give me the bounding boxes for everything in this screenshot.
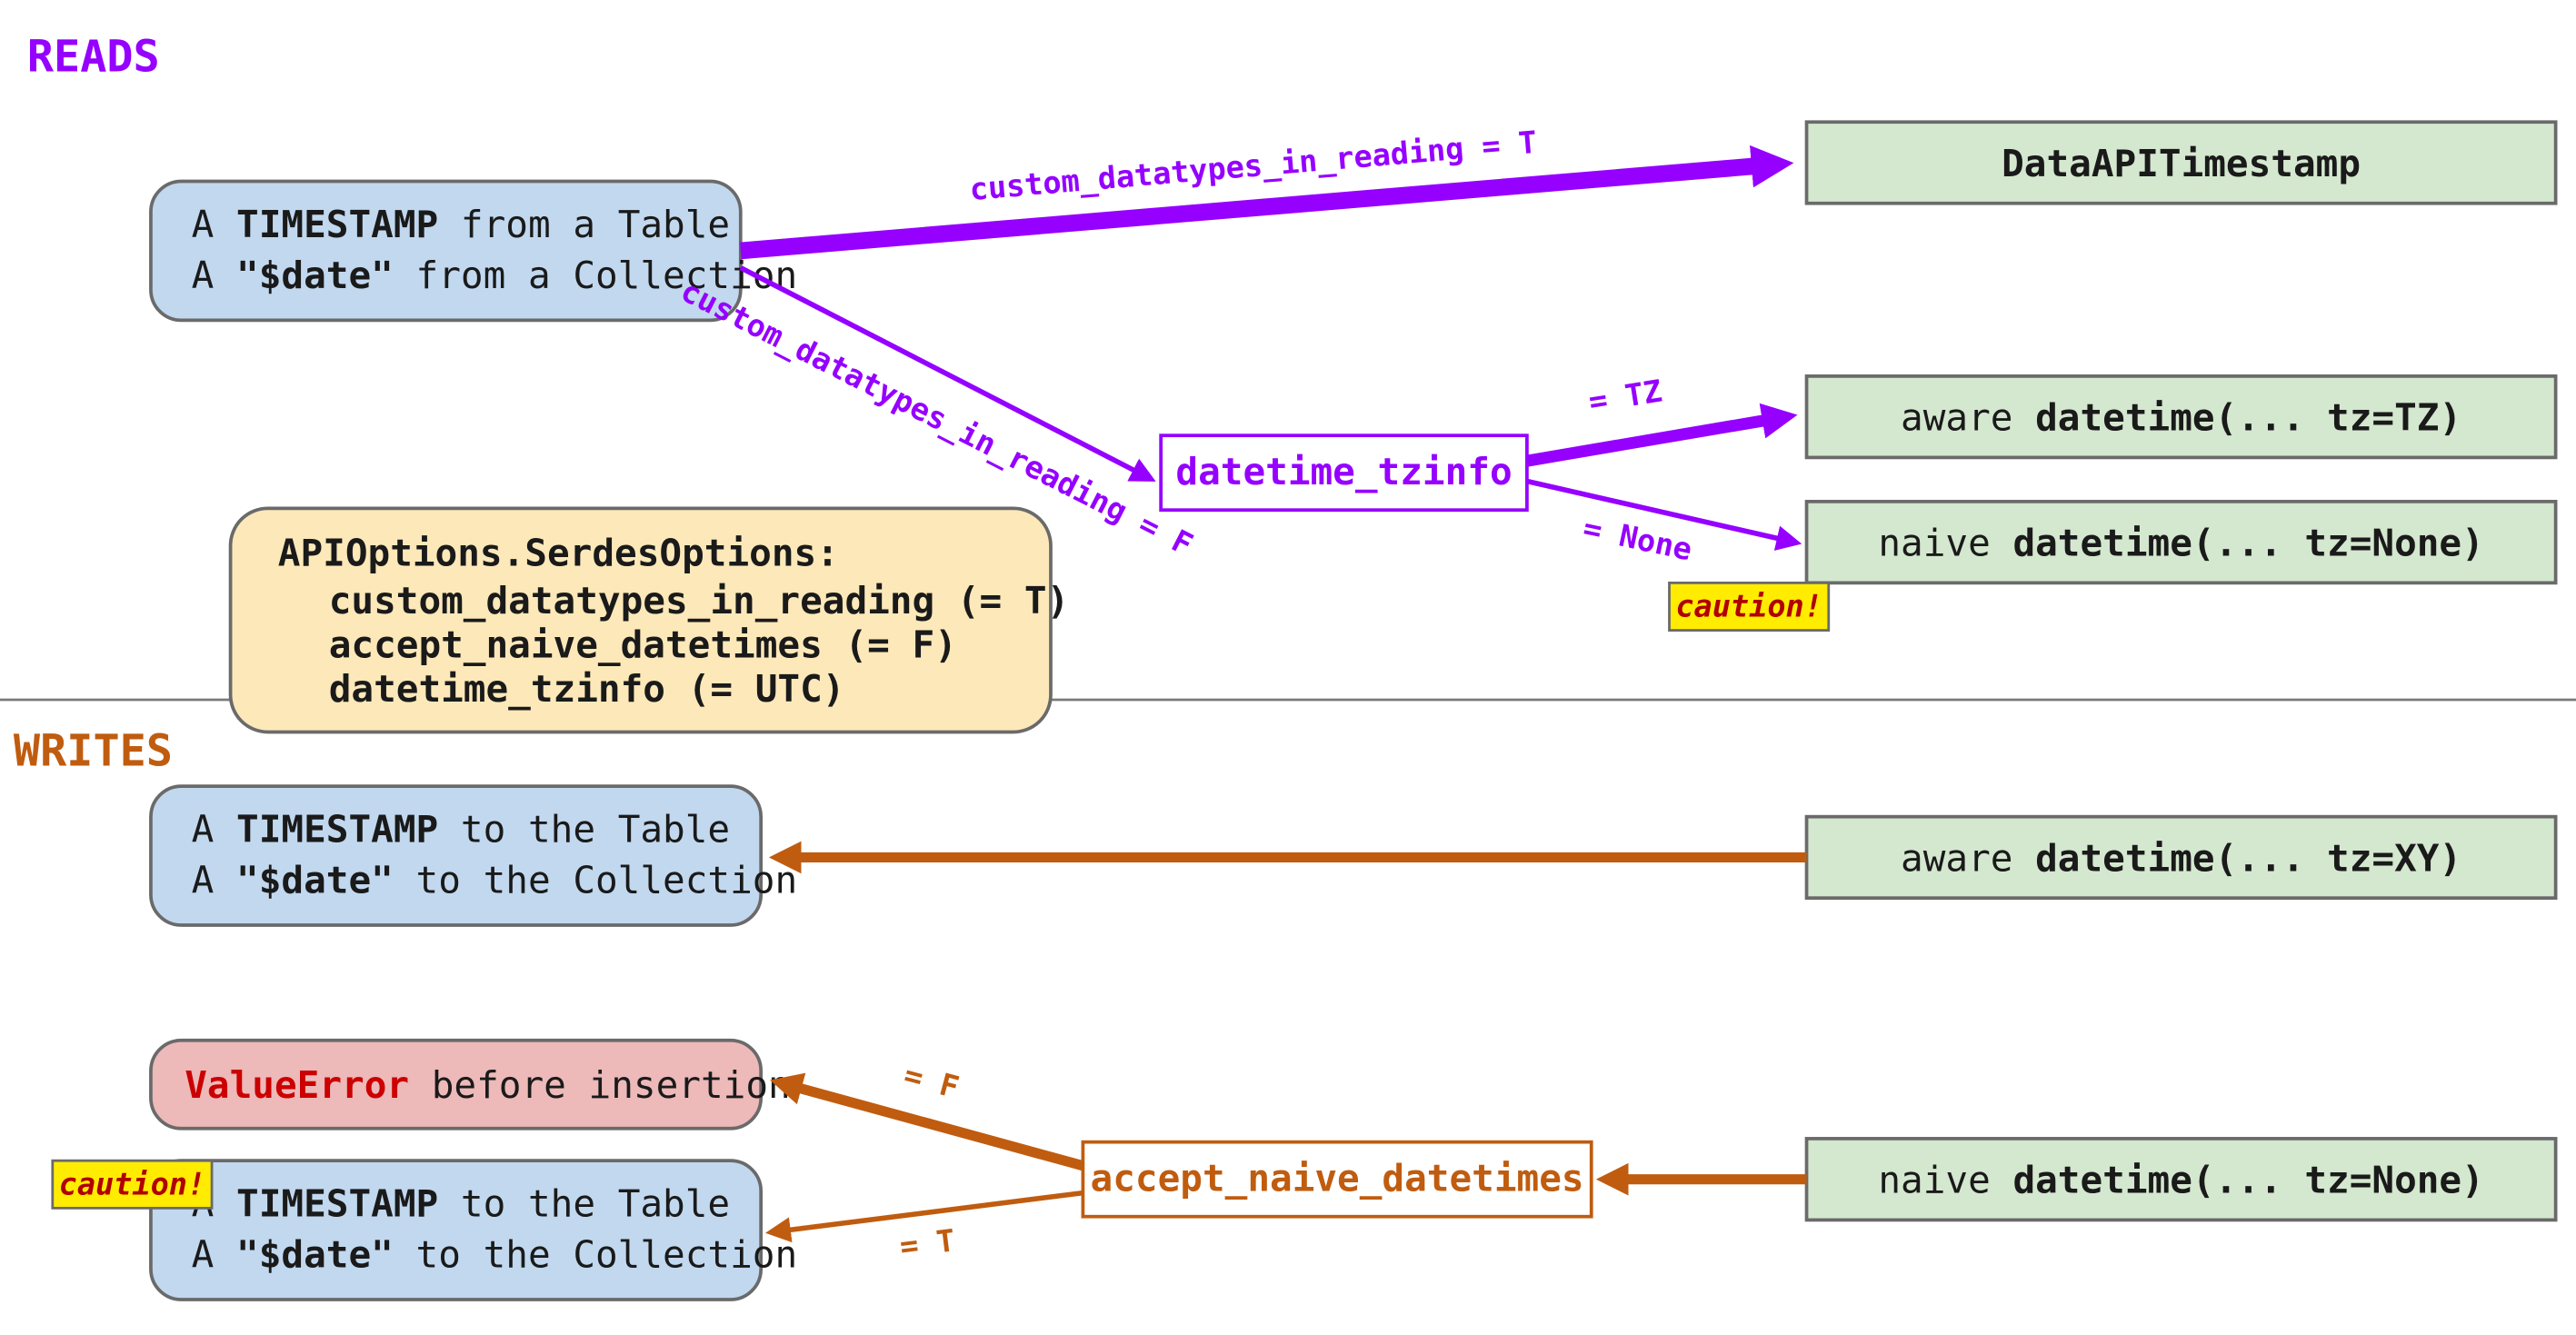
options-box: APIOptions.SerdesOptions: custom_datatyp… [231, 508, 1070, 732]
options-title: APIOptions.SerdesOptions: [278, 532, 839, 575]
data-api-ts-text: DataAPITimestamp [2002, 142, 2361, 185]
arrow-tzinfo-aware [1527, 420, 1766, 461]
naive-none-w-bold: datetime(... tz=None) [2012, 1159, 2483, 1202]
wd1-l2-bold: "$date" [236, 859, 394, 902]
caution-writes-text: caution! [59, 1166, 206, 1201]
writes-header: WRITES [14, 726, 173, 777]
label-eq-none: = None [1580, 510, 1695, 567]
svg-text:aware datetime(... tz=TZ): aware datetime(... tz=TZ) [1901, 396, 2461, 440]
datetime-tzinfo-text: datetime_tzinfo [1175, 450, 1512, 493]
label-eq-f: = F [900, 1057, 963, 1105]
read-src-l1-pre: A [192, 203, 236, 246]
wd2-l1-bold: TIMESTAMP [236, 1182, 438, 1226]
svg-text:A TIMESTAMP to the Table: A TIMESTAMP to the Table [192, 1182, 730, 1226]
caution-reads-badge: caution! [1670, 583, 1829, 630]
options-line-2: accept_naive_datetimes (= F) [329, 623, 957, 666]
value-error-bold: ValueError [185, 1063, 409, 1107]
naive-none-w-pre: naive [1878, 1159, 2012, 1202]
read-src-l2-pre: A [192, 254, 236, 297]
svg-text:aware datetime(... tz=XY): aware datetime(... tz=XY) [1901, 836, 2461, 880]
datetime-tzinfo-box: datetime_tzinfo [1161, 435, 1527, 510]
label-eq-tz: = TZ [1586, 374, 1664, 420]
accept-naive-box: accept_naive_datetimes [1083, 1142, 1591, 1217]
aware-xy-box: aware datetime(... tz=XY) [1807, 817, 2556, 898]
naive-tz-box: naive datetime(... tz=None) [1807, 502, 2556, 583]
write-dest-2-box: A TIMESTAMP to the Table A "$date" to th… [151, 1161, 797, 1300]
value-error-box: ValueError before insertion [151, 1041, 791, 1129]
aware-xy-pre: aware [1901, 836, 2035, 880]
read-src-l2-post: from a Collection [394, 254, 797, 297]
aware-tz-box: aware datetime(... tz=TZ) [1807, 376, 2556, 457]
diagram-canvas: READS WRITES A TIMESTAMP from a Table A … [0, 0, 2576, 1335]
svg-text:A TIMESTAMP from a Table: A TIMESTAMP from a Table [192, 203, 730, 246]
wd2-l2-pre: A [192, 1233, 236, 1277]
wd1-l1-bold: TIMESTAMP [236, 808, 438, 852]
svg-text:ValueError before insertion: ValueError before insertion [185, 1063, 790, 1107]
svg-text:A "$date" to the Collection: A "$date" to the Collection [192, 1233, 798, 1277]
wd1-l1-pre: A [192, 808, 236, 852]
write-dest-1-box: A TIMESTAMP to the Table A "$date" to th… [151, 786, 797, 925]
svg-text:A "$date" to the Collection: A "$date" to the Collection [192, 859, 798, 902]
wd2-l2-bold: "$date" [236, 1233, 394, 1277]
aware-tz-bold: datetime(... tz=TZ) [2035, 396, 2461, 440]
options-line-3: datetime_tzinfo (= UTC) [329, 667, 845, 711]
aware-xy-bold: datetime(... tz=XY) [2035, 836, 2461, 880]
caution-reads-text: caution! [1675, 589, 1822, 624]
accept-naive-text: accept_naive_datetimes [1091, 1157, 1584, 1201]
naive-tz-bold: datetime(... tz=None) [2012, 522, 2483, 565]
reads-header: READS [27, 31, 160, 82]
svg-text:naive datetime(... tz=None): naive datetime(... tz=None) [1878, 1159, 2483, 1202]
wd1-l2-post: to the Collection [394, 859, 797, 902]
naive-none-w-box: naive datetime(... tz=None) [1807, 1139, 2556, 1220]
wd1-l2-pre: A [192, 859, 236, 902]
wd1-l1-post: to the Table [438, 808, 730, 852]
value-error-post: before insertion [409, 1063, 791, 1107]
read-src-l2-bold: "$date" [236, 254, 394, 297]
wd2-l1-post: to the Table [438, 1182, 730, 1226]
svg-text:naive datetime(... tz=None): naive datetime(... tz=None) [1878, 522, 2483, 565]
svg-text:A TIMESTAMP to the Table: A TIMESTAMP to the Table [192, 808, 730, 852]
naive-tz-pre: naive [1878, 522, 2012, 565]
options-line-1: custom_datatypes_in_reading (= T) [329, 579, 1070, 623]
wd2-l2-post: to the Collection [394, 1233, 797, 1277]
arrow-reads-custom-f [741, 268, 1135, 472]
read-src-l1-bold: TIMESTAMP [236, 203, 438, 246]
read-src-l1-post: from a Table [438, 203, 730, 246]
caution-writes-badge: caution! [53, 1161, 212, 1208]
label-eq-t: = T [898, 1222, 957, 1264]
aware-tz-pre: aware [1901, 396, 2035, 440]
data-api-ts-box: DataAPITimestamp [1807, 122, 2556, 203]
